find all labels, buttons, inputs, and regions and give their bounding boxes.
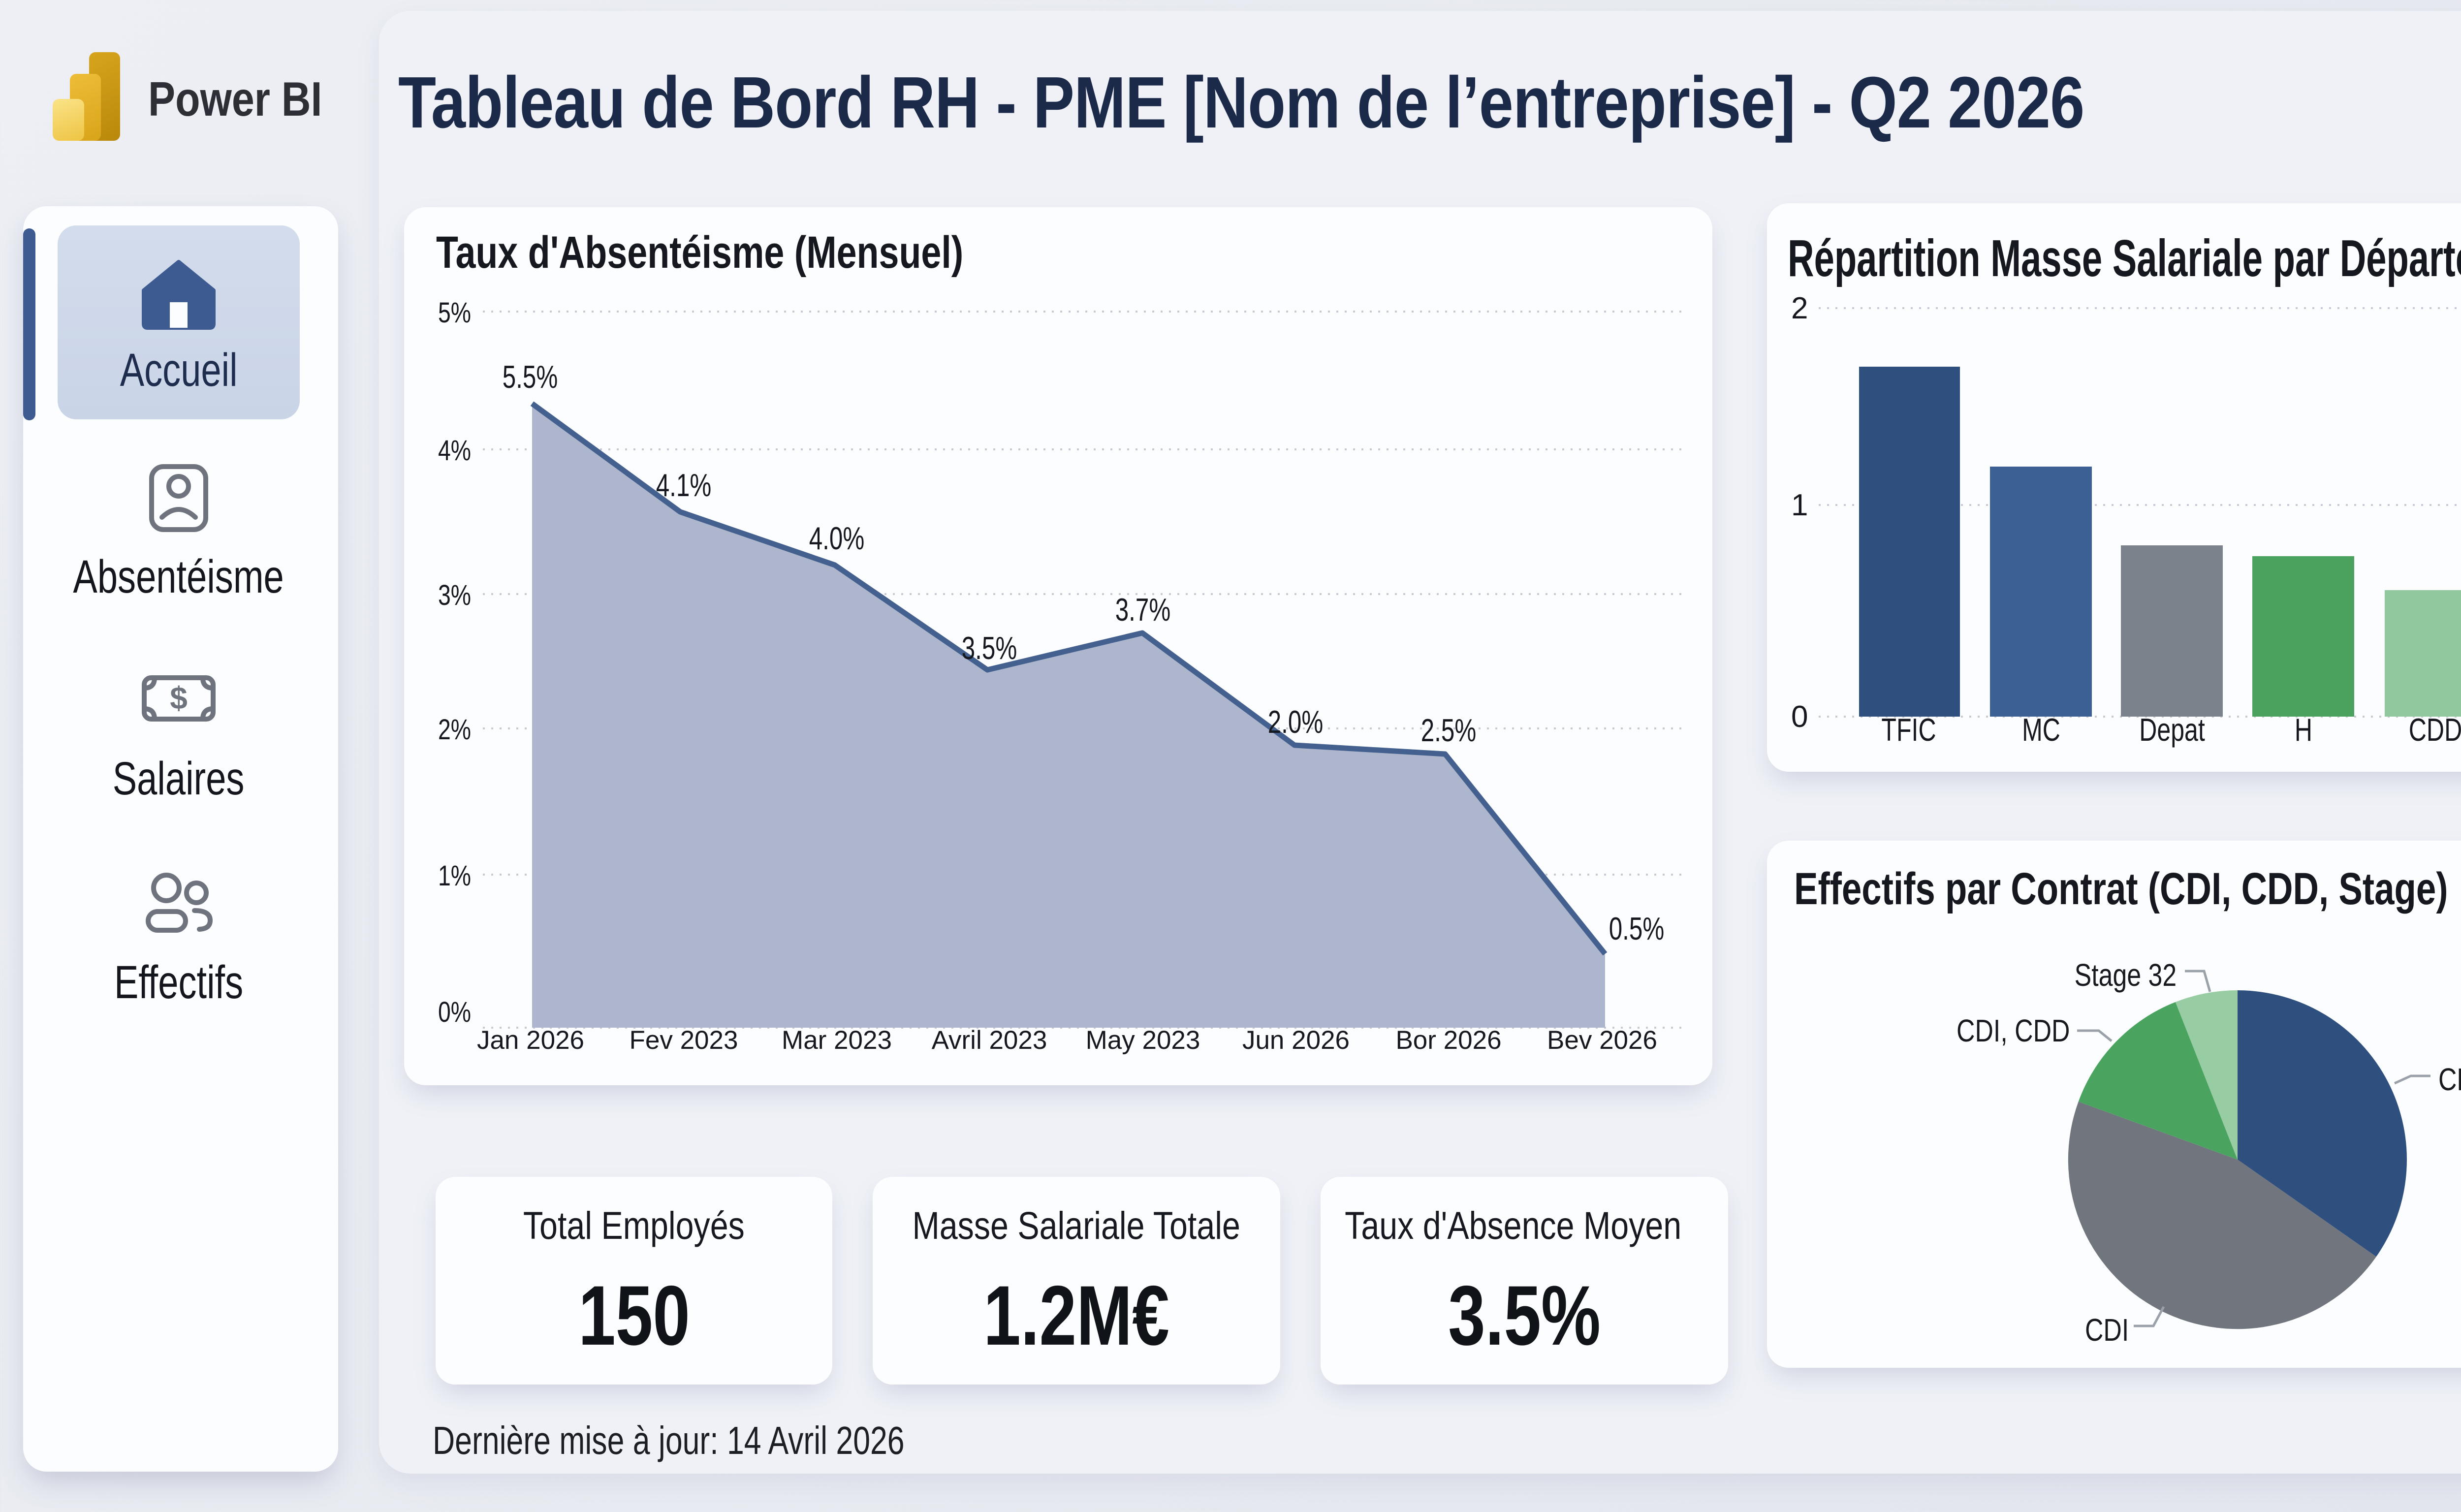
svg-text:$: $ (170, 680, 188, 716)
